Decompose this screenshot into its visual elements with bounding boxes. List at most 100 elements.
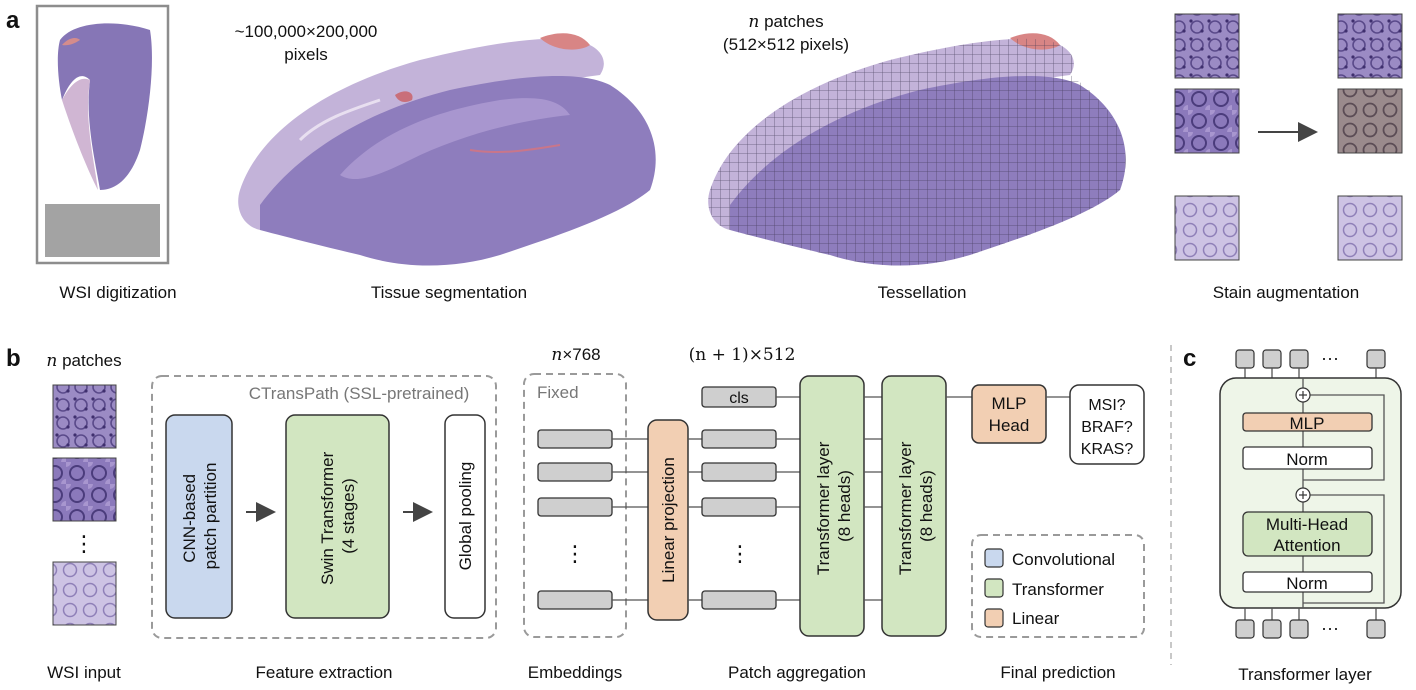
mlp-head-line1: MLP <box>992 394 1027 413</box>
panel-c-top-tokens: ··· <box>1235 348 1386 378</box>
legend-label-transformer: Transformer <box>1012 580 1104 599</box>
cls-token-label: cls <box>729 390 749 407</box>
transformer-layer-1 <box>799 375 865 637</box>
panel-c-norm-top-label: Norm <box>1286 450 1328 469</box>
legend-item-convolutional: Convolutional <box>984 548 1115 569</box>
connectors-linear-tokens <box>688 438 702 601</box>
output-braf: BRAF? <box>1081 419 1133 436</box>
embed-dim-rest: ×768 <box>562 345 600 364</box>
caption-final-prediction: Final prediction <box>1000 663 1115 682</box>
ctranspath-box <box>151 375 497 639</box>
ctranspath-title: CTransPath (SSL-pretrained) <box>249 384 469 403</box>
caption-tissue-segmentation: Tissue segmentation <box>371 283 527 302</box>
embed-dim-label: n×768 <box>551 345 600 365</box>
panel-c-top-dots: ··· <box>1321 348 1339 368</box>
caption-transformer-layer: Transformer layer <box>1238 665 1372 684</box>
wsi-slide-image <box>35 4 170 265</box>
agg-token-n <box>701 590 777 610</box>
legend-label-convolutional: Convolutional <box>1012 550 1115 569</box>
residual-paths <box>1302 378 1385 608</box>
connectors-tl1-tl2 <box>864 396 882 601</box>
input-patch-ellipsis: ⋮ <box>73 531 95 556</box>
panel-c-norm-bottom-block <box>1242 571 1373 593</box>
transformer-layer-2-line2: (8 heads) <box>917 470 936 542</box>
caption-embeddings: Embeddings <box>528 663 623 682</box>
caption-wsi-digitization: WSI digitization <box>59 283 176 302</box>
caption-wsi-input: WSI input <box>47 663 121 682</box>
fixed-label: Fixed <box>537 383 579 402</box>
transformer-layer-2 <box>881 375 947 637</box>
patch-note-rest: patches <box>759 12 823 31</box>
agg-token-3 <box>701 497 777 517</box>
legend-label-linear: Linear <box>1012 609 1060 628</box>
transformer-layer-1-line1: Transformer layer <box>814 441 833 575</box>
aggregation-tokens: cls ⋮ <box>701 386 777 610</box>
mlp-head-line2: Head <box>989 416 1030 435</box>
embeddings-box <box>523 373 627 638</box>
agg-token-1 <box>701 429 777 449</box>
embed-dim-n: n <box>551 345 562 365</box>
panel-c-norm-top-block <box>1242 446 1373 470</box>
transformer-layer-2-label: Transformer layer (8 heads) <box>896 437 936 575</box>
panel-c-mha-line1: Multi-Head <box>1266 515 1348 534</box>
panel-label-a: a <box>6 7 20 34</box>
tessellation-image <box>708 33 1126 266</box>
input-patch-2 <box>52 457 117 522</box>
panel-c-bottom-tokens: ··· <box>1235 608 1386 639</box>
patch-note-n: n <box>748 12 759 32</box>
embedding-token-3 <box>537 497 613 517</box>
panel-label-b: b <box>6 345 21 372</box>
cnn-block <box>165 414 233 619</box>
stain-augmentation-tiles <box>1174 13 1403 261</box>
panel-c-bottom-dots: ··· <box>1321 618 1339 638</box>
input-patches: ⋮ <box>52 384 117 626</box>
embedding-ellipsis: ⋮ <box>564 541 586 566</box>
patch-note-line2: (512×512 pixels) <box>723 35 849 54</box>
stain-tile-original-3 <box>1174 195 1240 261</box>
pool-block <box>444 414 486 619</box>
size-note-line1: ~100,000×200,000 <box>235 22 378 41</box>
caption-patch-aggregation: Patch aggregation <box>728 663 866 682</box>
panel-c-mha-line2: Attention <box>1273 536 1340 555</box>
input-patch-n <box>52 561 117 626</box>
add-node-top <box>1295 387 1311 403</box>
embedding-tokens: ⋮ <box>537 429 613 610</box>
output-msi: MSI? <box>1088 397 1125 414</box>
patch-note-line1: n patches <box>748 12 823 32</box>
transformer-layer-2-line1: Transformer layer <box>896 441 915 575</box>
connectors-embed-linear <box>612 438 648 601</box>
panel-c-mlp-label: MLP <box>1290 414 1325 433</box>
swin-block-label: Swin Transformer (4 stages) <box>318 447 358 585</box>
panel-label-c: c <box>1183 345 1196 372</box>
legend-box <box>971 534 1145 638</box>
legend-swatch-transformer <box>984 578 1004 598</box>
transformer-layer-1-label: Transformer layer (8 heads) <box>814 437 854 575</box>
cnn-block-label: CNN-based patch partition <box>180 463 220 570</box>
stain-tile-aug-3 <box>1337 195 1403 261</box>
panel-c-mha-block <box>1242 511 1373 557</box>
connectors-tokens-tl1 <box>776 396 800 601</box>
outputs-box <box>1069 384 1145 465</box>
swin-block-line2: (4 stages) <box>339 478 358 554</box>
size-note-line2: pixels <box>284 45 327 64</box>
legend-swatch-linear <box>984 608 1004 628</box>
panel-c-norm-bottom-label: Norm <box>1286 574 1328 593</box>
agg-dim-label: (n + 1)×512 <box>689 345 796 365</box>
embedding-token-n <box>537 590 613 610</box>
cnn-block-line1: CNN-based <box>180 474 199 563</box>
caption-stain-augmentation: Stain augmentation <box>1213 283 1360 302</box>
stain-tile-original-1 <box>1174 13 1240 79</box>
add-node-bottom <box>1295 487 1311 503</box>
transformer-layer-1-line2: (8 heads) <box>835 470 854 542</box>
n-patches-rest: patches <box>57 351 121 370</box>
cnn-block-line2: patch partition <box>201 463 220 570</box>
caption-feature-extraction: Feature extraction <box>255 663 392 682</box>
panel-c-mlp-block <box>1242 412 1373 432</box>
linear-projection-block <box>647 419 689 621</box>
legend-item-linear: Linear <box>984 608 1060 628</box>
embedding-token-1 <box>537 429 613 449</box>
mlp-head-block <box>971 384 1047 444</box>
swin-block-line1: Swin Transformer <box>318 451 337 585</box>
agg-token-2 <box>701 462 777 482</box>
